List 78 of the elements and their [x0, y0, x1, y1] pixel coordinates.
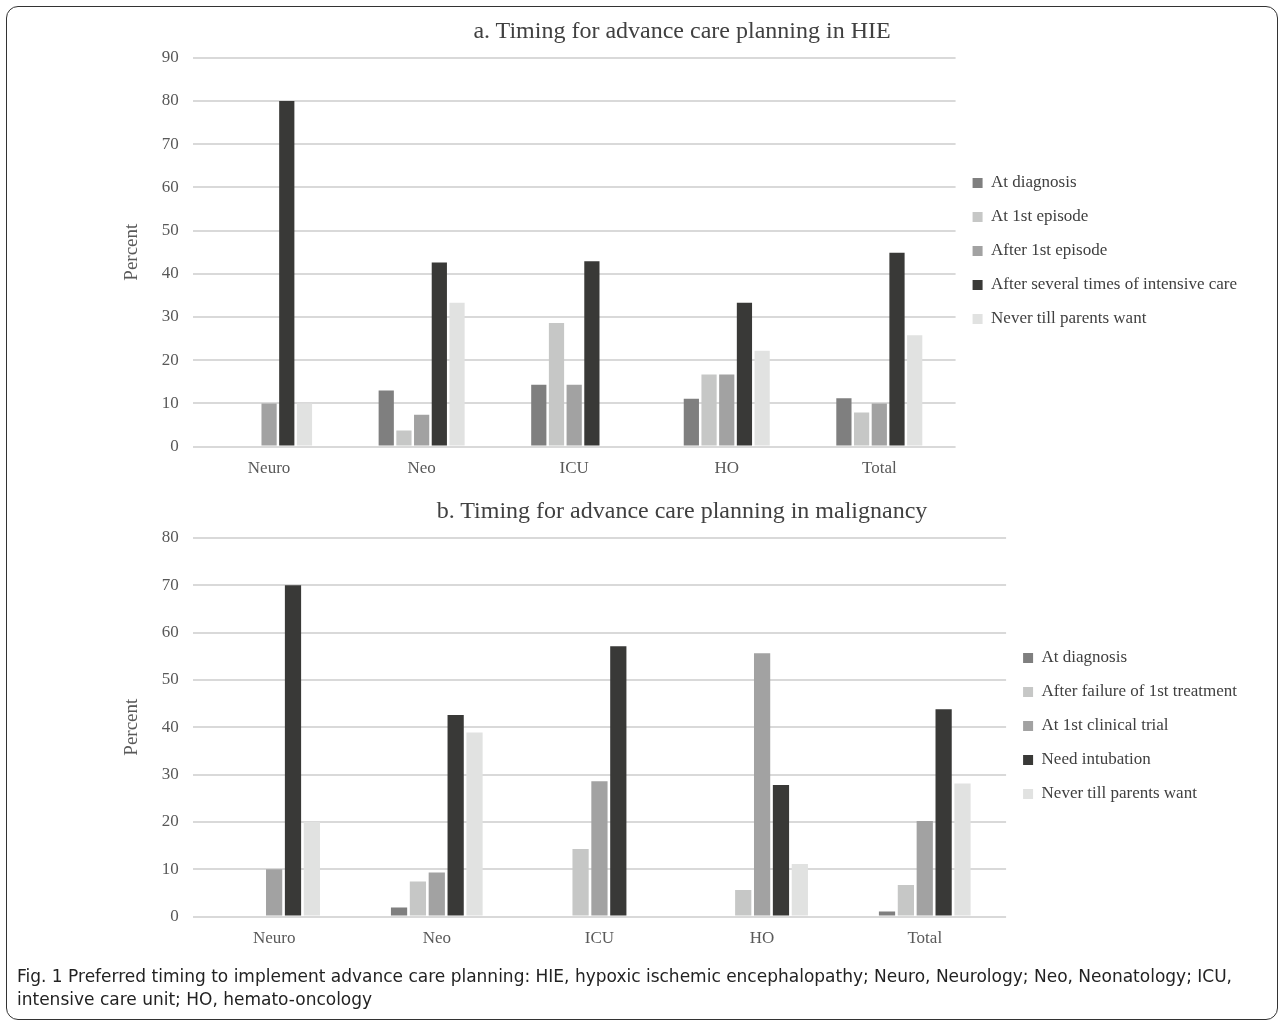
y-tick-label: 80: [161, 527, 179, 547]
bar: [897, 884, 914, 916]
bar: [935, 709, 952, 916]
bar: [409, 881, 427, 916]
x-tick-label: Neo: [422, 928, 451, 948]
y-tick-label: 90: [161, 47, 179, 67]
bar: [431, 262, 447, 446]
y-tick-label: 30: [161, 764, 179, 784]
bar: [889, 252, 905, 446]
bar: [701, 374, 717, 446]
legend-label: At diagnosis: [991, 172, 1077, 192]
bar: [428, 872, 445, 916]
bar: [772, 784, 790, 916]
y-axis-title: Percent: [120, 698, 142, 756]
y-tick-label: 40: [161, 263, 179, 283]
y-tick-label: 10: [161, 392, 179, 412]
x-tick-label: HO: [714, 458, 740, 478]
bar: [572, 848, 589, 916]
y-tick-label: 0: [170, 436, 179, 456]
bar: [719, 374, 735, 446]
y-tick-label: 70: [161, 133, 179, 153]
y-tick-label: 20: [161, 349, 179, 369]
y-tick-label: 50: [161, 220, 179, 240]
legend-label: At 1st episode: [991, 206, 1089, 226]
legend-label: After several times of intensive care: [991, 274, 1237, 294]
bar: [753, 653, 771, 916]
bar: [854, 412, 870, 446]
x-tick-label: ICU: [584, 928, 615, 948]
bar: [584, 261, 600, 446]
bar: [531, 384, 547, 446]
bar: [836, 398, 852, 446]
bar: [279, 101, 295, 446]
bar: [610, 646, 627, 916]
bar: [736, 302, 753, 446]
y-tick-label: 60: [161, 621, 179, 641]
bar: [261, 403, 277, 446]
bar: [871, 403, 887, 446]
bar: [591, 781, 608, 916]
bar: [414, 414, 430, 446]
y-tick-label: 10: [161, 858, 179, 878]
bar: [566, 384, 582, 446]
bar: [390, 907, 408, 916]
y-tick-label: 0: [170, 906, 179, 926]
caption: Fig. 1 Preferred timing to implement advance care planning: HIE, hypoxic ischemic encephalopathy; Neuro, Neurology; Neo, Neonatology; ICU, intensive care unit; HO, hemato-oncology: [17, 965, 1234, 1011]
legend-label: After 1st episode: [991, 240, 1108, 260]
legend-label: After failure of 1st treatment: [1041, 681, 1238, 701]
bar: [548, 323, 565, 446]
legend-label: Need intubation: [1041, 749, 1152, 769]
legend-label: Never till parents want: [991, 308, 1147, 328]
x-tick-label: ICU: [559, 458, 589, 478]
bar: [447, 714, 464, 916]
bar: [878, 911, 896, 916]
y-tick-label: 70: [161, 574, 179, 594]
bar: [916, 820, 933, 916]
y-tick-label: 20: [161, 811, 179, 831]
bar: [735, 890, 752, 916]
chart-title: a. Timing for advance care planning in HIE: [473, 16, 891, 43]
bar: [378, 390, 394, 446]
bar: [284, 585, 302, 916]
y-tick-label: 60: [161, 176, 179, 196]
x-tick-label: Total: [907, 928, 943, 948]
bar: [683, 398, 699, 446]
bar: [266, 869, 283, 916]
x-tick-label: Neo: [407, 458, 436, 478]
legend-label: Never till parents want: [1041, 783, 1198, 803]
y-axis-title: Percent: [120, 223, 142, 281]
y-tick-label: 80: [161, 90, 179, 110]
x-tick-label: HO: [749, 928, 775, 948]
x-tick-label: Neuro: [252, 928, 296, 948]
y-tick-label: 50: [161, 669, 179, 689]
y-tick-label: 30: [161, 306, 179, 326]
bar: [396, 430, 412, 446]
legend-label: At diagnosis: [1041, 647, 1128, 667]
x-tick-label: Neuro: [247, 458, 291, 478]
chart-title: b. Timing for advance care planning in malignancy: [436, 496, 928, 523]
x-tick-label: Total: [861, 458, 897, 478]
y-tick-label: 40: [161, 716, 179, 736]
legend-label: At 1st clinical trial: [1041, 715, 1169, 735]
